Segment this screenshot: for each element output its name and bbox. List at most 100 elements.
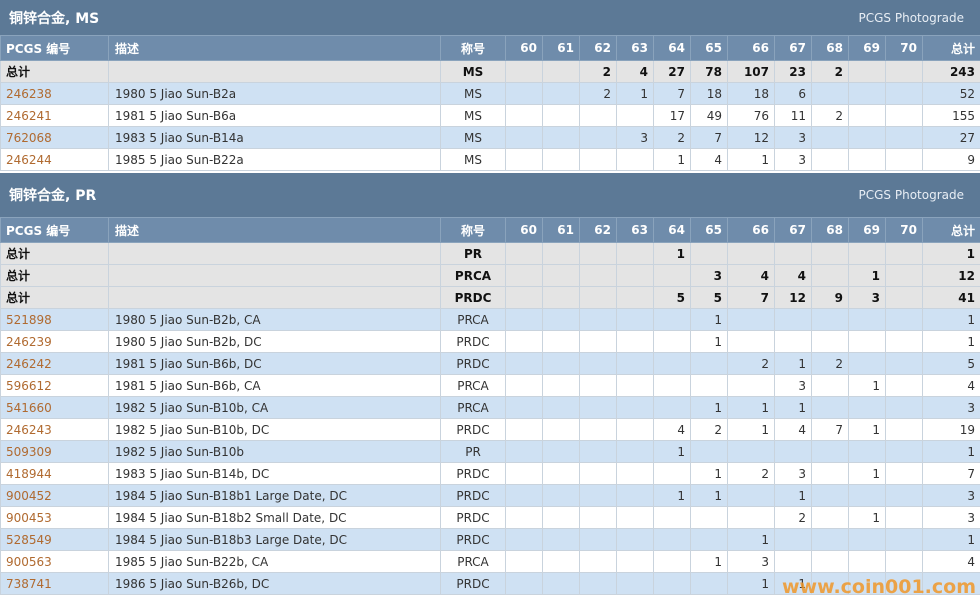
cell: 12 — [922, 264, 980, 287]
column-header: 64 — [653, 35, 691, 61]
cell — [542, 148, 580, 171]
cell: 7 — [922, 462, 980, 485]
cert-link[interactable]: 541660 — [6, 400, 52, 415]
cell: 900563 — [0, 550, 109, 573]
cell — [653, 352, 691, 375]
cell — [579, 242, 617, 265]
cell — [690, 374, 728, 397]
cert-link[interactable]: 418944 — [6, 466, 52, 481]
cell: 1 — [616, 82, 654, 105]
cert-link[interactable]: 246241 — [6, 108, 52, 123]
content: 铜锌合金, MS PCGS Photograde PCGS 编号 描述 称号 60 61 62… — [0, 0, 980, 595]
cell: 1 — [727, 396, 775, 419]
cell — [542, 82, 580, 105]
cell: PRDC — [440, 484, 506, 507]
column-header: 61 — [542, 35, 580, 61]
cert-link[interactable]: 762068 — [6, 130, 52, 145]
cell: 509309 — [0, 440, 109, 463]
cell: PRCA — [440, 374, 506, 397]
cell: PRDC — [440, 572, 506, 595]
cell — [579, 308, 617, 331]
column-header: 称号 — [440, 35, 506, 61]
cell: 762068 — [0, 126, 109, 149]
cell — [848, 550, 886, 573]
cell — [542, 550, 580, 573]
cell: 2 — [579, 82, 617, 105]
column-header: 70 — [885, 35, 923, 61]
total-row: 总计 PRDC 5 5 7 12 9 3 41 — [0, 286, 980, 309]
cell: 1 — [848, 418, 886, 441]
cell: 596612 — [0, 374, 109, 397]
cell: 900452 — [0, 484, 109, 507]
column-header: 67 — [774, 35, 812, 61]
cell: 2 — [811, 352, 849, 375]
cell — [885, 82, 923, 105]
cert-link[interactable]: 509309 — [6, 444, 52, 459]
cert-link[interactable]: 900563 — [6, 554, 52, 569]
cert-link[interactable]: 900452 — [6, 488, 52, 503]
cell — [811, 396, 849, 419]
cell — [848, 126, 886, 149]
cell — [653, 462, 691, 485]
cell: 1982 5 Jiao Sun-B10b, DC — [108, 418, 441, 441]
column-header: 称号 — [440, 217, 506, 243]
column-header: 63 — [616, 35, 654, 61]
cert-link[interactable]: 246244 — [6, 152, 52, 167]
column-header: 64 — [653, 217, 691, 243]
cell — [505, 396, 543, 419]
column-header: 总计 — [922, 35, 980, 61]
cell: 4 — [727, 264, 775, 287]
cert-link[interactable]: 738741 — [6, 576, 52, 591]
cell — [848, 148, 886, 171]
cell: 7 — [690, 126, 728, 149]
cell — [848, 528, 886, 551]
cell — [848, 572, 886, 595]
cell: PRCA — [440, 308, 506, 331]
cell — [579, 104, 617, 127]
cell: 1 — [774, 352, 812, 375]
cell: MS — [440, 148, 506, 171]
cert-link[interactable]: 596612 — [6, 378, 52, 393]
cell — [811, 506, 849, 529]
cell: 1984 5 Jiao Sun-B18b3 Large Date, DC — [108, 528, 441, 551]
cell: 7 — [653, 82, 691, 105]
cell: MS — [440, 82, 506, 105]
cell: 1984 5 Jiao Sun-B18b1 Large Date, DC — [108, 484, 441, 507]
cell — [653, 396, 691, 419]
cell — [811, 264, 849, 287]
cell — [542, 330, 580, 353]
cell: 1981 5 Jiao Sun-B6b, CA — [108, 374, 441, 397]
cell — [579, 352, 617, 375]
cell: 4 — [774, 418, 812, 441]
cell: 1981 5 Jiao Sun-B6a — [108, 104, 441, 127]
cert-link[interactable]: 246238 — [6, 86, 52, 101]
cell: 1985 5 Jiao Sun-B22a — [108, 148, 441, 171]
cell — [579, 506, 617, 529]
cell — [505, 440, 543, 463]
cert-link[interactable]: 528549 — [6, 532, 52, 547]
cell — [579, 396, 617, 419]
cell — [885, 396, 923, 419]
cert-link[interactable]: 521898 — [6, 312, 52, 327]
cell: 4 — [922, 550, 980, 573]
data-row: 596612 1981 5 Jiao Sun-B6b, CA PRCA 3 1 4 — [0, 374, 980, 397]
cert-link[interactable]: 246243 — [6, 422, 52, 437]
column-header: 68 — [811, 217, 849, 243]
cell — [505, 308, 543, 331]
data-row: 246241 1981 5 Jiao Sun-B6a MS 17 49 76 11 2 155 — [0, 104, 980, 127]
cell: PRDC — [440, 352, 506, 375]
cell: PRDC — [440, 286, 506, 309]
cell: 3 — [922, 484, 980, 507]
cell — [811, 374, 849, 397]
cell: 246244 — [0, 148, 109, 171]
cell: 19 — [922, 418, 980, 441]
cert-link[interactable]: 900453 — [6, 510, 52, 525]
cell — [579, 462, 617, 485]
cell — [579, 572, 617, 595]
cert-link[interactable]: 246242 — [6, 356, 52, 371]
cert-link[interactable]: 246239 — [6, 334, 52, 349]
cell — [690, 528, 728, 551]
cell — [848, 440, 886, 463]
cell: 5 — [922, 352, 980, 375]
cell: 27 — [922, 126, 980, 149]
